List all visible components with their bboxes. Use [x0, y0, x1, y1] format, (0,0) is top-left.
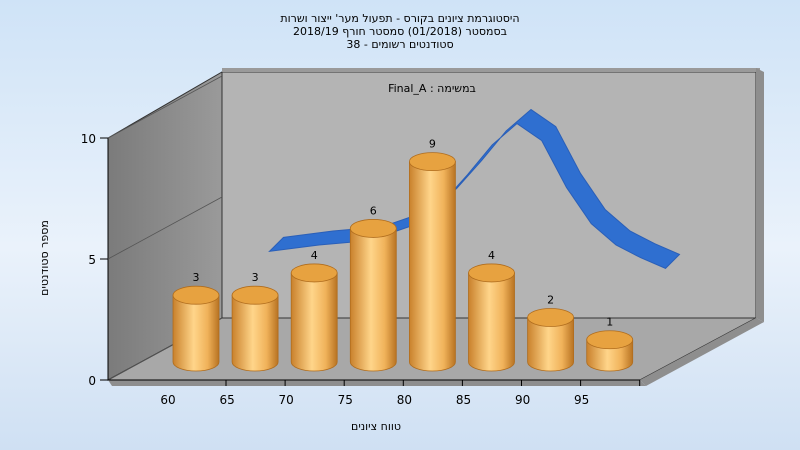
bar: 2 [527, 293, 574, 372]
bar-body [172, 294, 220, 372]
bar: 4 [468, 249, 515, 372]
y-tick-label: 5 [88, 253, 96, 267]
top-frame [222, 68, 760, 72]
bar: 6 [349, 204, 397, 372]
bar-body [290, 272, 338, 372]
x-tick-label: 90 [515, 393, 530, 407]
bar: 9 [408, 138, 456, 372]
bar-value-label: 2 [547, 293, 554, 306]
bar-value-label: 3 [252, 271, 259, 284]
right-frame [756, 68, 764, 322]
bar-top [408, 152, 456, 172]
bar-value-label: 6 [370, 204, 377, 217]
chart-title-line2: בסמסטר (01/2018) סמסטר חורף 2018/19 [293, 25, 507, 38]
x-tick-label: 65 [219, 393, 234, 407]
bar-body [468, 272, 515, 372]
x-tick-label: 85 [456, 393, 471, 407]
y-axis-label: מספר סטודנטים [38, 220, 51, 296]
x-tick-label: 95 [574, 393, 589, 407]
bar-top [349, 219, 397, 238]
floor-edge [640, 318, 764, 386]
y-axis-ticks: 0 5 10 [81, 75, 223, 388]
chart-title-line1: היסטוגרמת ציונים בקורס - תפעול מער' ייצו… [280, 12, 519, 25]
task-label: Final_A : במשימה [388, 82, 476, 95]
bar-value-label: 4 [488, 249, 495, 262]
x-axis-ticks: 60 65 70 75 80 85 90 95 [108, 379, 641, 407]
bar-top [527, 308, 574, 327]
bar-value-label: 4 [311, 249, 318, 262]
bar: 3 [231, 271, 279, 372]
wall-tick-line [107, 75, 223, 139]
floor-front-edge [108, 380, 646, 386]
chart-title-line3: סטודנטים רשומים - 38 [346, 38, 453, 51]
y-tick-label: 10 [81, 132, 96, 146]
x-tick-label: 80 [397, 393, 412, 407]
bar-top [172, 285, 220, 305]
bar-top [586, 330, 634, 350]
x-tick-label: 70 [279, 393, 294, 407]
bar-body [349, 228, 397, 372]
bars: 3 3 4 6 9 4 2 1 [172, 138, 634, 372]
bar-body [231, 294, 279, 372]
bar: 1 [586, 316, 634, 372]
y-tick-label: 0 [88, 374, 96, 388]
x-axis-label: טווח ציונים [351, 420, 401, 433]
bar: 4 [290, 249, 338, 372]
bar-top [290, 263, 338, 283]
bar-body [527, 317, 574, 372]
wall-tick-line [107, 196, 223, 260]
bar-top [468, 263, 515, 283]
bar-value-label: 9 [429, 138, 436, 151]
bar-body [409, 161, 456, 372]
bar: 3 [172, 271, 220, 372]
x-tick-label: 60 [160, 393, 175, 407]
bar-value-label: 3 [193, 271, 200, 284]
bar-top [231, 285, 279, 305]
bar-value-label: 1 [606, 316, 613, 329]
x-tick-label: 75 [338, 393, 353, 407]
